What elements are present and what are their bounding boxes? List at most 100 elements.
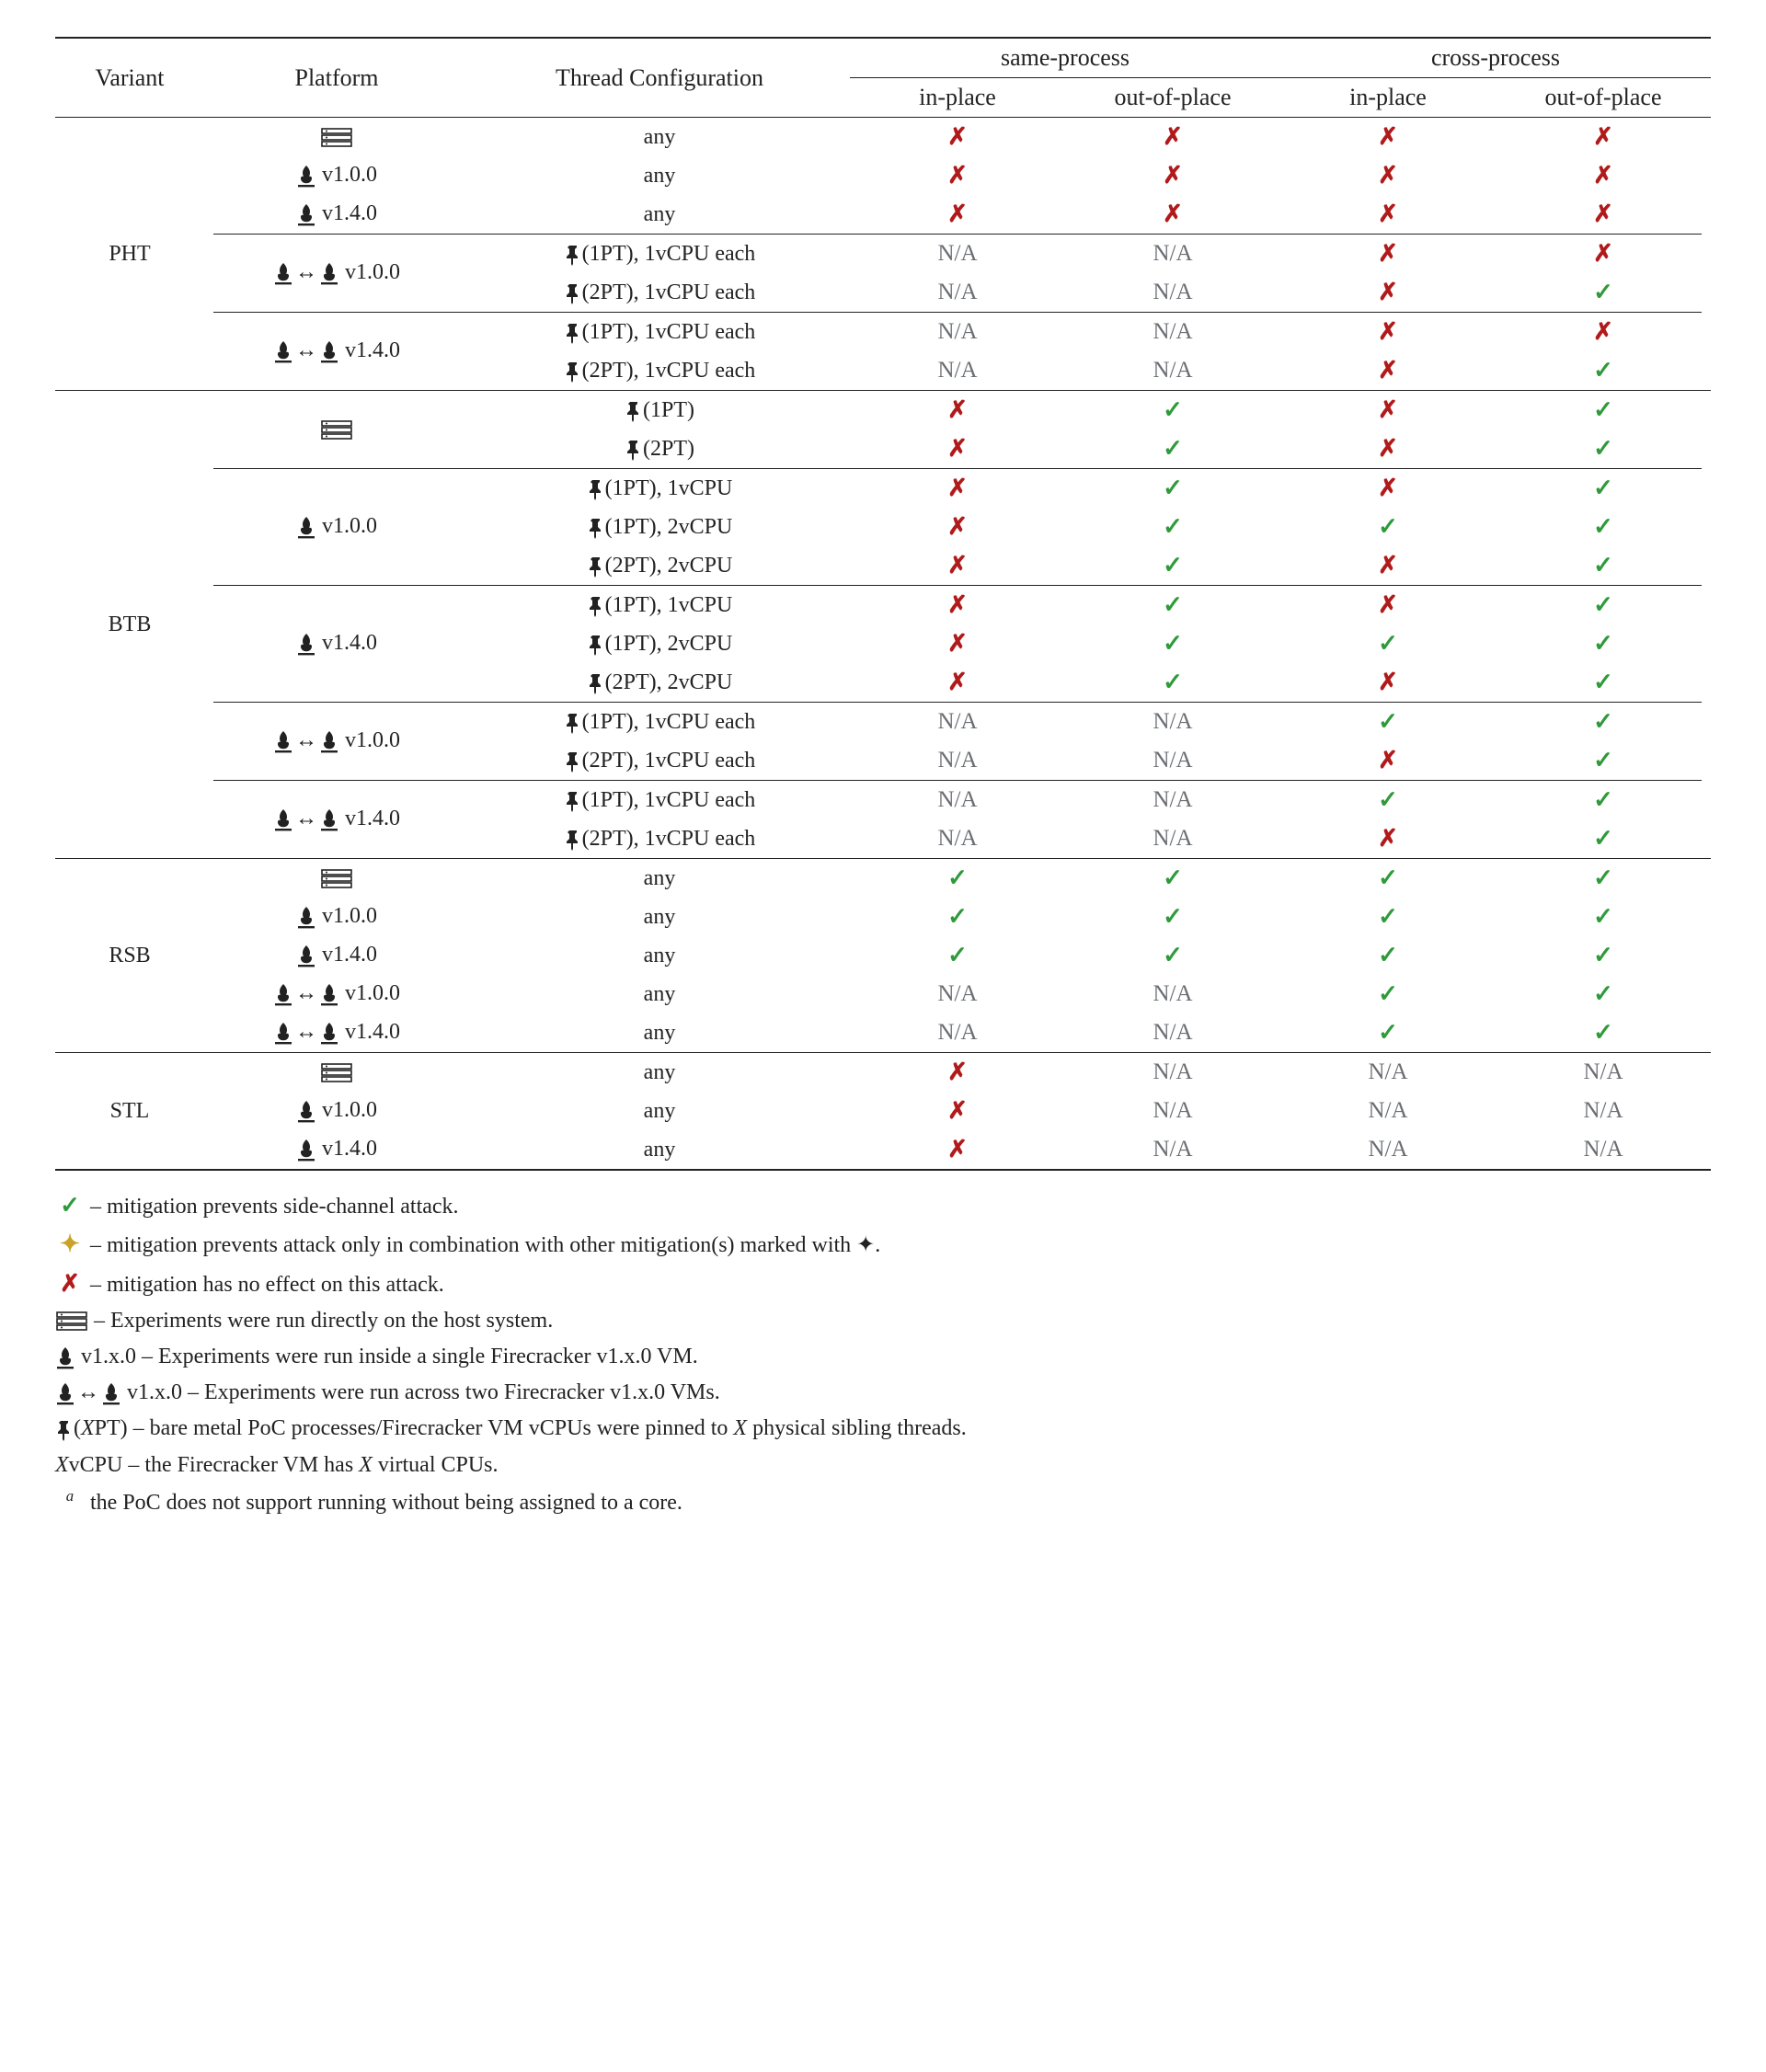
result-cell: N/A <box>1065 313 1280 351</box>
config-cell: (2PT), 1vCPU each <box>469 819 850 859</box>
platform-version: v1.0.0 <box>345 981 400 1005</box>
config-cell: any <box>469 859 850 899</box>
table-row: ↔ v1.0.0anyN/AN/A✓✓ <box>55 975 1711 1013</box>
config-cell: any <box>469 118 850 157</box>
platform-cell: v1.0.0 <box>204 469 469 585</box>
na-text: N/A <box>1152 1059 1192 1084</box>
result-cell: ✓ <box>1496 781 1711 819</box>
result-cell: ✓ <box>1065 898 1280 936</box>
result-cell: ✓ <box>1496 936 1711 975</box>
check-mark: ✓ <box>1163 591 1183 618</box>
variant-cell: STL <box>55 1053 204 1170</box>
result-cell: ✓ <box>1496 546 1711 585</box>
result-cell: ✓ <box>1496 1013 1711 1053</box>
result-cell: N/A <box>1280 1053 1496 1093</box>
result-cell: ✗ <box>1496 156 1711 195</box>
check-mark: ✓ <box>1163 435 1183 462</box>
legend-row: XvCPU – the Firecracker VM has X virtual… <box>55 1448 1711 1482</box>
cross-mark: ✗ <box>1378 747 1398 773</box>
config-cell: (1PT), 1vCPU each <box>469 703 850 741</box>
config-cell: any <box>469 1013 850 1053</box>
cross-mark: ✗ <box>1378 825 1398 852</box>
pin-icon <box>587 595 605 617</box>
platform-cell: v1.4.0 <box>204 586 469 702</box>
check-mark: ✓ <box>1163 552 1183 578</box>
table-row: ↔ v1.0.0(1PT), 1vCPU eachN/AN/A✗✗ <box>55 235 1711 273</box>
cross-mark: ✗ <box>1163 200 1183 227</box>
pin-icon <box>564 750 582 773</box>
legend-text: – Experiments were run inside a single F… <box>142 1345 698 1368</box>
check-mark: ✓ <box>1593 630 1613 657</box>
na-text: N/A <box>1583 1059 1623 1084</box>
result-cell: ✗ <box>850 429 1065 468</box>
na-text: N/A <box>937 319 977 344</box>
check-mark: ✓ <box>1378 1019 1398 1046</box>
cross-mark: ✗ <box>1378 240 1398 267</box>
platform-cell <box>204 391 469 469</box>
cross-mark: ✗ <box>947 669 968 695</box>
cross-mark: ✗ <box>1593 200 1613 227</box>
legend-text: the PoC does not support running without… <box>90 1491 682 1515</box>
table-row: v1.0.0any✗✗✗✗ <box>55 156 1711 195</box>
result-cell: ✗ <box>850 1130 1065 1169</box>
firecracker-icon <box>296 1100 316 1124</box>
na-text: N/A <box>937 826 977 851</box>
result-cell: N/A <box>1065 741 1280 780</box>
result-cell: ✗ <box>850 546 1065 585</box>
result-cell: ✓ <box>1065 391 1280 430</box>
platform-version: v1.0.0 <box>322 1098 377 1122</box>
host-icon <box>320 1062 353 1084</box>
legend-text: – the Firecracker VM has X virtual CPUs. <box>128 1453 498 1477</box>
cross-mark: ✗ <box>947 630 968 657</box>
firecracker-icon <box>319 808 339 832</box>
config-cell: any <box>469 898 850 936</box>
firecracker-icon <box>273 340 293 364</box>
result-cell: ✗ <box>850 586 1065 624</box>
check-mark: ✓ <box>1593 747 1613 773</box>
platform-cell <box>204 118 469 157</box>
pin-icon <box>587 555 605 578</box>
result-cell: ✗ <box>1280 741 1496 780</box>
na-text: N/A <box>937 981 977 1006</box>
cross-mark: ✗ <box>1378 357 1398 383</box>
host-icon <box>320 419 353 441</box>
result-cell: ✓ <box>1280 781 1496 819</box>
pin-icon <box>564 829 582 851</box>
result-cell: ✗ <box>850 1092 1065 1130</box>
config-cell: (1PT), 1vCPU each <box>469 235 850 273</box>
config-cell: any <box>469 195 850 234</box>
result-cell: N/A <box>1065 1130 1280 1169</box>
pin-icon <box>587 672 605 694</box>
result-cell: ✓ <box>1065 624 1280 663</box>
cross-mark: ✗ <box>1593 318 1613 345</box>
table-legend: ✓ – mitigation prevents side-channel att… <box>55 1187 1711 1520</box>
platform-cell: ↔ v1.0.0 <box>204 703 469 780</box>
firecracker-icon <box>273 262 293 286</box>
cross-mark: ✗ <box>947 1059 968 1085</box>
result-cell: ✗ <box>1065 118 1280 157</box>
result-cell: ✓ <box>850 859 1065 899</box>
na-text: N/A <box>1152 358 1192 383</box>
result-cell: ✗ <box>1280 546 1496 585</box>
result-cell: ✗ <box>850 195 1065 234</box>
cross-mark: ✗ <box>1378 435 1398 462</box>
check-mark: ✓ <box>1593 435 1613 462</box>
cross-mark: ✗ <box>947 123 968 150</box>
na-text: N/A <box>1152 826 1192 851</box>
legend-symbol: ✓ <box>55 1187 85 1224</box>
check-mark: ✓ <box>1163 513 1183 540</box>
col-header-in-place-2: in-place <box>1280 78 1496 118</box>
legend-row: a the PoC does not support running witho… <box>55 1484 1711 1520</box>
result-cell: ✓ <box>850 898 1065 936</box>
variant-cell: BTB <box>55 391 204 859</box>
legend-symbol: XvCPU <box>55 1448 122 1482</box>
result-cell: ✓ <box>1280 975 1496 1013</box>
legend-symbol: ↔ v1.x.0 <box>55 1376 182 1410</box>
na-text: N/A <box>937 358 977 383</box>
na-text: N/A <box>1583 1137 1623 1162</box>
variant-cell: PHT <box>55 118 204 391</box>
legend-row: (XPT) – bare metal PoC processes/Firecra… <box>55 1412 1711 1446</box>
platform-version: v1.0.0 <box>322 163 377 187</box>
result-cell: N/A <box>850 351 1065 391</box>
result-cell: ✗ <box>1065 195 1280 234</box>
